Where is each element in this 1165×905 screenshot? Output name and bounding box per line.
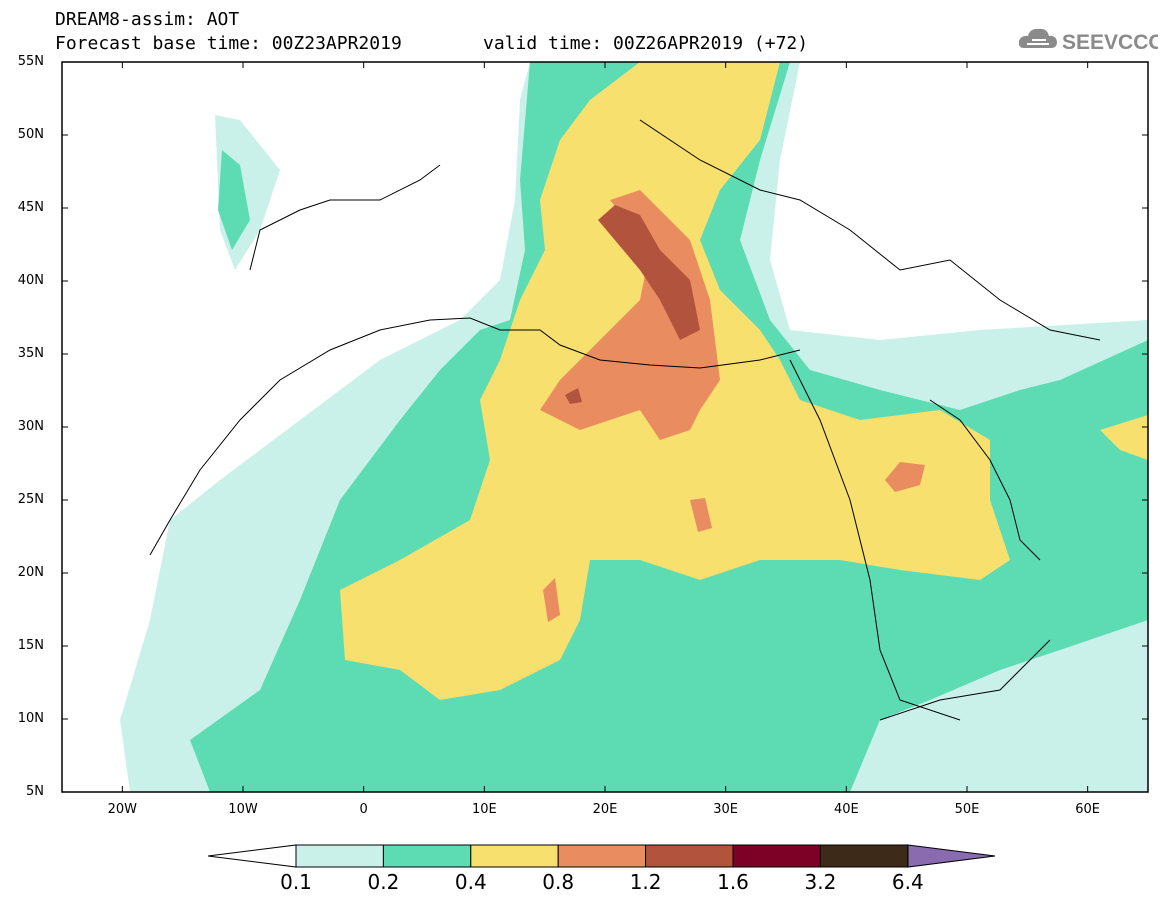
cloud-icon	[1018, 28, 1057, 48]
colorbar-cell	[732, 844, 821, 868]
lat-label: 55N	[17, 54, 44, 69]
valid-time: valid time: 00Z26APR2019 (+72)	[483, 33, 809, 54]
aot-band-08b	[885, 462, 925, 492]
logo-text: SEEVCCC	[1062, 31, 1158, 54]
lon-label: 0	[359, 802, 368, 817]
colorbar-label: 1.2	[629, 870, 662, 894]
colorbar-cell	[819, 844, 909, 868]
aot-band-12	[598, 205, 700, 340]
coastlines	[149, 119, 1101, 721]
lat-label: 15N	[17, 638, 44, 653]
colorbar-under-arrow	[207, 844, 297, 868]
axis-ticks	[62, 61, 1148, 793]
lon-label: 10E	[471, 802, 497, 817]
lat-label: 20N	[17, 565, 44, 580]
colorbar-cell	[470, 844, 559, 868]
colorbar-label: 0.2	[367, 870, 400, 894]
colorbar-label: 0.4	[454, 870, 487, 894]
aot-band-08c	[690, 498, 712, 532]
aot-band-08	[540, 190, 720, 440]
aot-band-08d	[543, 578, 560, 622]
lon-label: 20E	[592, 802, 618, 817]
colorbar-cell	[295, 844, 384, 868]
lon-label: 10W	[228, 802, 258, 817]
lon-label: 40E	[833, 802, 859, 817]
aot-band-04b	[1100, 415, 1148, 460]
lat-label: 10N	[17, 711, 44, 726]
lon-label: 50E	[954, 802, 980, 817]
lon-label: 20W	[107, 802, 138, 817]
colorbar-cell	[557, 844, 647, 868]
colorbar-cell	[382, 844, 472, 868]
seevccc-logo: SEEVCCC	[1018, 22, 1164, 58]
colorbar-over-arrow	[907, 844, 996, 868]
lat-label: 5N	[26, 784, 44, 799]
aot-field	[62, 62, 1148, 792]
colorbar	[207, 844, 996, 868]
lon-label: 30E	[713, 802, 739, 817]
lat-label: 30N	[17, 419, 44, 434]
lat-label: 35N	[17, 346, 44, 361]
colorbar-label: 0.8	[542, 870, 575, 894]
base-time: Forecast base time: 00Z23APR2019	[55, 33, 402, 54]
lon-label: 60E	[1075, 802, 1101, 817]
lat-label: 50N	[17, 127, 44, 142]
colorbar-label: 0.1	[280, 870, 312, 894]
aot-band-12b	[565, 388, 582, 404]
colorbar-label: 1.6	[717, 870, 749, 894]
lat-label: 25N	[17, 492, 44, 507]
colorbar-cell	[645, 844, 734, 868]
aot-band-02b	[218, 150, 250, 250]
colorbar-label: 3.2	[804, 870, 837, 894]
model-title: DREAM8-assim: AOT	[55, 9, 240, 30]
lat-label: 40N	[17, 273, 44, 288]
lat-label: 45N	[17, 200, 44, 215]
colorbar-label: 6.4	[891, 870, 924, 894]
